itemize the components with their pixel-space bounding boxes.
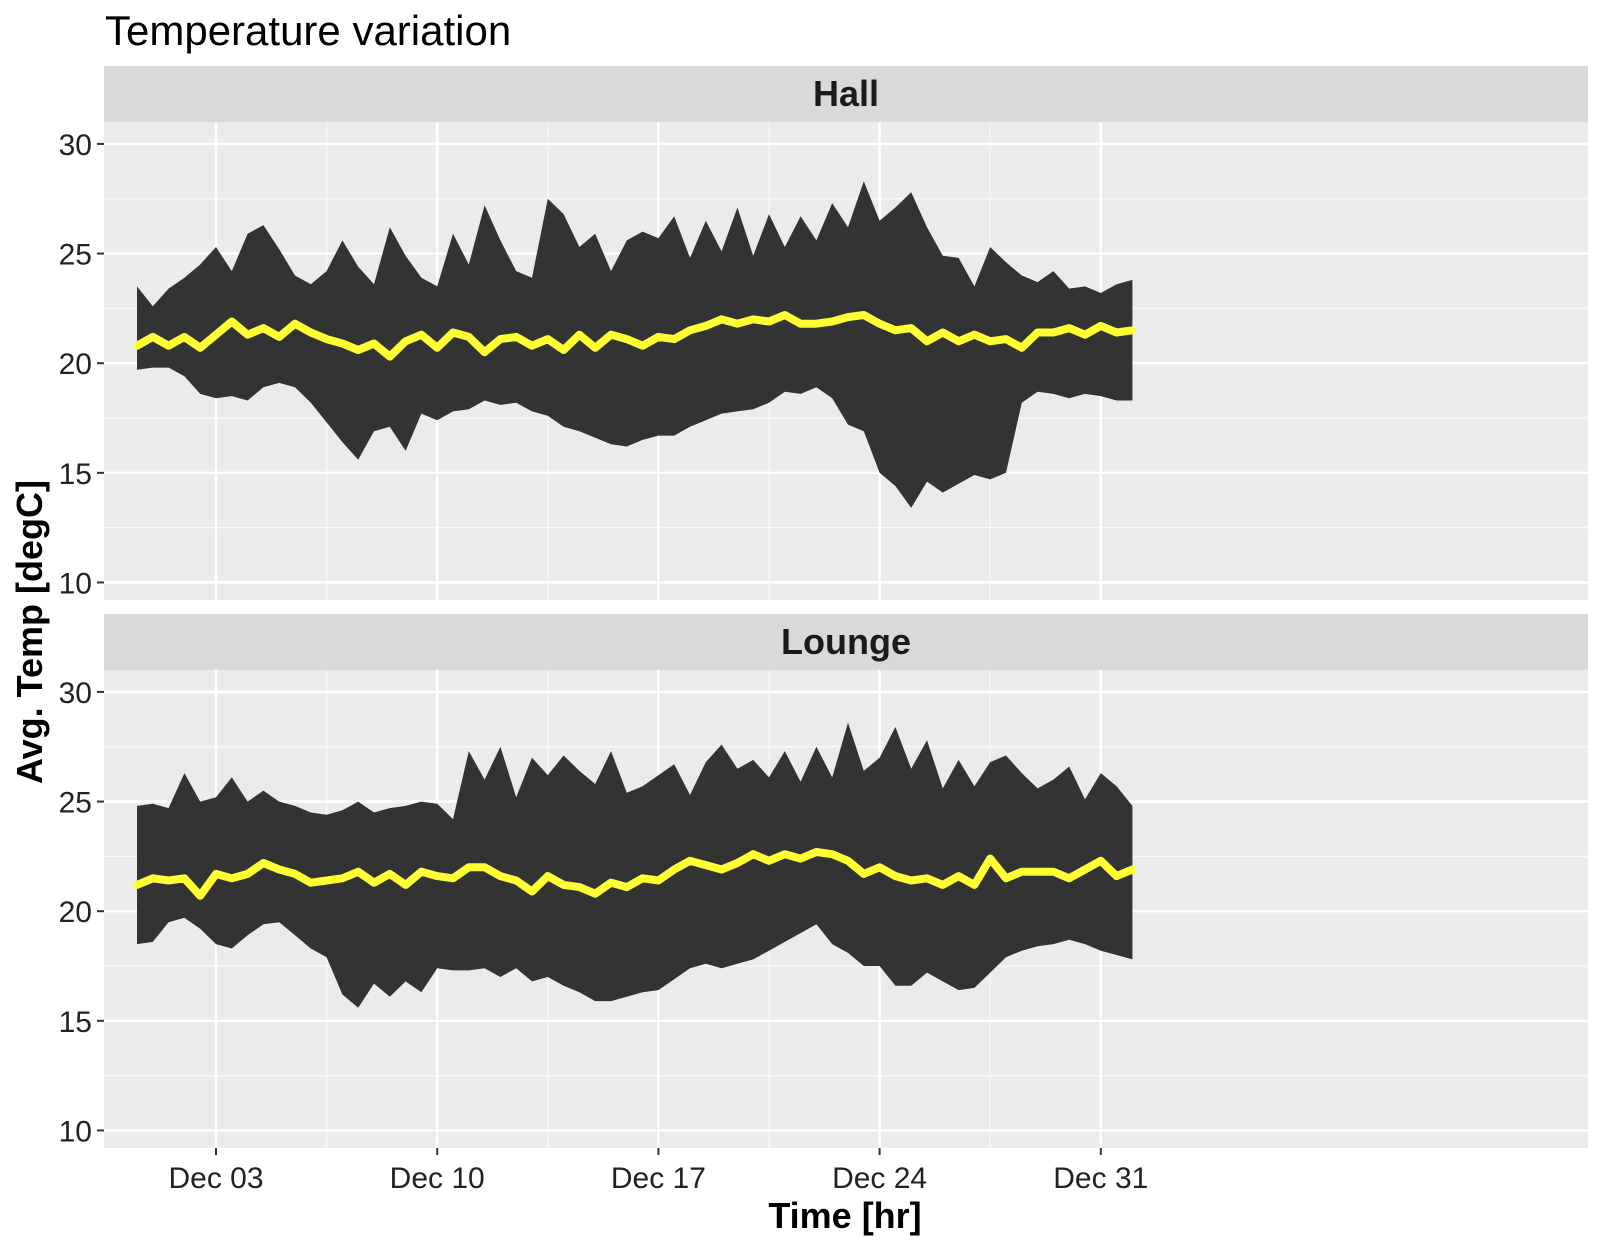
panel-hall: Hall 10 15 20 25 30 bbox=[59, 66, 1588, 600]
y-tick-label: 30 bbox=[59, 129, 92, 162]
temperature-range-band bbox=[137, 722, 1133, 1008]
panel-lounge: Lounge 10 15 20 25 30 bbox=[59, 614, 1588, 1148]
x-tick-label: Dec 17 bbox=[611, 1162, 706, 1195]
y-tick-label: 30 bbox=[59, 677, 92, 710]
facet-strip bbox=[104, 66, 1588, 122]
mean-temperature-line bbox=[133, 311, 1137, 361]
y-tick-label: 15 bbox=[59, 1006, 92, 1039]
y-tick-label: 10 bbox=[59, 567, 92, 600]
facet-strip-label: Hall bbox=[813, 73, 879, 114]
panels: Hall 10 15 20 25 30 Lounge 10 15 20 25 30 bbox=[59, 66, 1588, 1148]
y-tick-label: 25 bbox=[59, 787, 92, 820]
x-tick-label: Dec 31 bbox=[1053, 1162, 1148, 1195]
y-tick-label: 25 bbox=[59, 239, 92, 272]
chart-title: Temperature variation bbox=[105, 7, 511, 54]
y-tick-label: 20 bbox=[59, 348, 92, 381]
y-tick-label: 15 bbox=[59, 458, 92, 491]
x-axis-title: Time [hr] bbox=[768, 1195, 921, 1236]
facet-strip-label: Lounge bbox=[781, 621, 911, 662]
mean-temperature-line bbox=[133, 848, 1137, 900]
y-tick-label: 20 bbox=[59, 896, 92, 929]
x-tick-label: Dec 24 bbox=[832, 1162, 927, 1195]
y-axis-title: Avg. Temp [degC] bbox=[9, 480, 50, 784]
x-tick-label: Dec 10 bbox=[390, 1162, 485, 1195]
facet-strip bbox=[104, 614, 1588, 670]
x-tick-label: Dec 03 bbox=[168, 1162, 263, 1195]
x-axis: Dec 03 Dec 10 Dec 17 Dec 24 Dec 31 bbox=[168, 1148, 1148, 1195]
y-tick-label: 10 bbox=[59, 1115, 92, 1148]
